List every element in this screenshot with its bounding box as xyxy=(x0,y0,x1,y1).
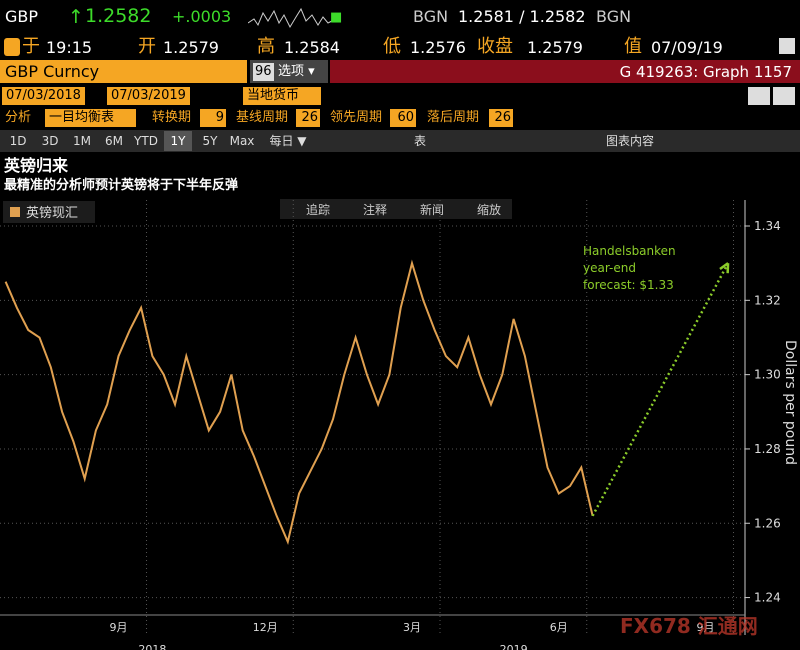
chart-tool: 注释 xyxy=(363,202,387,217)
label: 于 xyxy=(22,36,40,57)
source: BGN xyxy=(596,7,632,26)
x-tick-label: 3月 xyxy=(403,621,421,634)
last-price: 1.2582 xyxy=(85,5,152,27)
param[interactable]: 60 xyxy=(390,109,416,127)
clock-icon xyxy=(4,38,20,56)
chart-tool: 追踪 xyxy=(306,202,330,217)
param-label: 落后周期 xyxy=(427,110,480,125)
label: 低 xyxy=(383,36,401,57)
value: 1.2584 xyxy=(284,38,340,57)
chart-subtitle: 最精准的分析师预计英镑将于下半年反弹 xyxy=(4,178,239,193)
param[interactable]: 26 xyxy=(489,109,513,127)
param-label: 转换期 xyxy=(152,110,192,125)
undo[interactable] xyxy=(748,87,770,105)
annotation: Handelsbanken xyxy=(583,244,676,258)
period-button[interactable]: YTD xyxy=(134,134,158,148)
period-button[interactable]: 1M xyxy=(73,134,91,148)
end-date[interactable]: 07/03/2019 xyxy=(107,87,190,105)
period-button[interactable]: 3D xyxy=(41,134,59,148)
arrow-head xyxy=(719,262,730,274)
value: 1.2579 xyxy=(527,38,583,57)
param-label: 基线周期 xyxy=(236,110,289,125)
label: 收盘 xyxy=(477,36,513,57)
period-button[interactable]: 1D xyxy=(9,134,27,148)
expand-icon[interactable] xyxy=(779,38,795,54)
table-button[interactable]: 表 xyxy=(413,134,426,148)
y-tick-label: 1.32 xyxy=(754,293,781,307)
period-button[interactable]: 6M xyxy=(105,134,123,148)
graph-id: G 419263: Graph 1157 xyxy=(619,63,792,81)
graph-bar xyxy=(330,60,800,83)
spark-marker: ■ xyxy=(330,10,343,25)
x-tick-label: 9月 xyxy=(110,621,128,634)
chart: 追踪 注释 新闻 缩放 英镑现汇 1.24 1.26 1.28 1.30 1.32 1.34 Doll… xyxy=(0,199,798,650)
label: 高 xyxy=(257,36,275,57)
chart-tool: 缩放 xyxy=(477,202,501,217)
chart-tool: 新闻 xyxy=(420,202,444,217)
legend-box xyxy=(3,201,95,223)
forecast-arrow xyxy=(591,262,730,517)
label: 值 xyxy=(624,36,642,57)
x-tick-label: 9月 xyxy=(696,621,714,634)
y-tick-label: 1.24 xyxy=(754,591,781,605)
param[interactable]: 26 xyxy=(296,109,320,127)
period-button[interactable]: 1Y xyxy=(164,131,192,151)
value: 07/09/19 xyxy=(651,38,723,57)
security-field[interactable] xyxy=(0,60,247,83)
legend-label: 英镑现汇 xyxy=(26,205,78,221)
arrow: ↑ xyxy=(68,6,84,28)
x-tick-label: 6月 xyxy=(550,621,568,634)
y-tick-label: 1.28 xyxy=(754,442,781,456)
content-button[interactable]: 图表内容 xyxy=(605,134,654,148)
security-name: GBP Curncy xyxy=(5,62,100,81)
year-label: 2018 xyxy=(138,643,166,650)
options: 选项 ▾ xyxy=(278,64,315,79)
badge: 96 xyxy=(253,63,274,81)
year-label: 2019 xyxy=(500,643,528,650)
bid-ask: 1.2581 / 1.2582 xyxy=(458,7,586,26)
label: 开 xyxy=(138,36,156,57)
y-tick-label: 1.30 xyxy=(754,368,781,382)
period-button[interactable]: Max xyxy=(229,134,255,148)
param-label: 领先周期 xyxy=(330,110,383,125)
value: 1.2579 xyxy=(163,38,219,57)
sparkline xyxy=(248,7,333,29)
value: 19:15 xyxy=(46,38,93,57)
tool-bar xyxy=(280,199,512,219)
period-button[interactable]: 5Y xyxy=(202,134,218,148)
value: 1.2576 xyxy=(410,38,466,57)
change: +.0003 xyxy=(172,7,232,26)
legend-swatch xyxy=(10,207,20,217)
y-tick-label: 1.34 xyxy=(754,219,781,233)
param[interactable]: 9 xyxy=(200,109,226,127)
watermark: FX678 汇通网 xyxy=(620,614,758,638)
toolbar xyxy=(0,130,800,152)
chart-title: 英镑归来 xyxy=(4,156,69,175)
study-name[interactable]: 一目均衡表 xyxy=(45,109,137,127)
x-tick-label: 12月 xyxy=(253,621,278,634)
y-axis-label: Dollars per pound xyxy=(782,340,798,465)
ticker: GBP xyxy=(5,7,39,26)
frequency[interactable]: 每日 ▼ xyxy=(269,134,307,148)
redo[interactable] xyxy=(773,87,795,105)
start-date[interactable]: 07/03/2018 xyxy=(2,87,85,105)
currency[interactable]: 当地货币 xyxy=(243,87,322,105)
annotation: year-end xyxy=(583,261,636,275)
price-line xyxy=(4,259,594,545)
annotation: forecast: $1.33 xyxy=(583,278,674,292)
source: BGN xyxy=(413,7,449,26)
study-label: 分析 xyxy=(5,110,32,125)
y-tick-label: 1.26 xyxy=(754,516,781,530)
